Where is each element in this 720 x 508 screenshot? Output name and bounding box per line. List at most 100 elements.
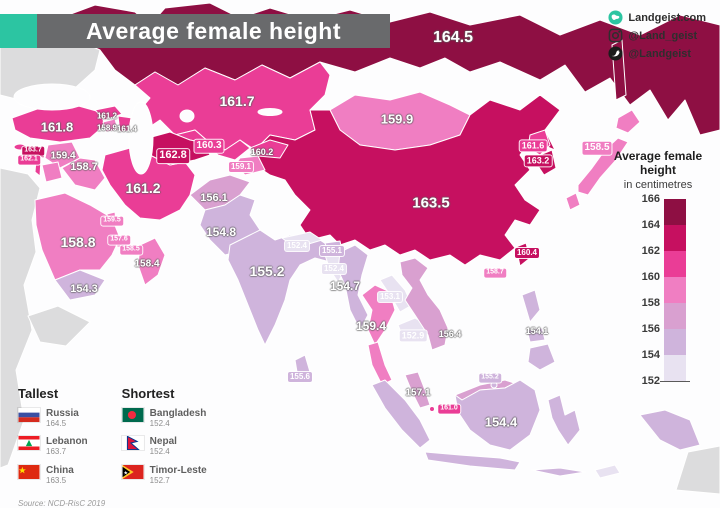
- legend-band-160-162: [664, 250, 686, 277]
- globe-icon: [608, 10, 623, 25]
- bangladesh-flag-icon: [122, 408, 144, 422]
- instagram-label[interactable]: @Land_geist: [628, 29, 698, 42]
- legend-scale: 166 164 162 160 158 156 154 152: [602, 193, 714, 387]
- legend-tick-164: 164: [641, 218, 660, 231]
- page-title: Average female height: [85, 17, 342, 44]
- social-links: Landgeist.com @Land_geist @Landgeist: [608, 10, 706, 61]
- country-bhutan: [324, 240, 343, 253]
- china-flag-icon: [18, 464, 40, 479]
- country-armenia: [102, 118, 119, 133]
- country-indonesia-kalimantan: [454, 379, 541, 451]
- country-kyrgyzstan: [249, 139, 289, 159]
- country-singapore: [429, 406, 435, 412]
- country-name: Timor-Leste: [149, 464, 207, 476]
- country-japan-kyushu: [565, 192, 581, 211]
- country-indonesia-java: [424, 451, 521, 471]
- aral-sea: [179, 109, 195, 123]
- legend-color-bar: [664, 198, 686, 381]
- country-philippines-mindanao: [527, 343, 556, 371]
- nepal-flag-icon: [122, 436, 144, 451]
- legend-band-158-160: [664, 276, 686, 303]
- caspian-sea: [128, 101, 154, 175]
- title-bar: Average female height: [0, 14, 390, 48]
- country-indonesia-papua: [639, 409, 701, 451]
- country-qatar: [115, 235, 123, 248]
- country-indonesia-sumatra: [371, 379, 431, 449]
- country-japan-honshu: [577, 137, 629, 196]
- tallest-list: Tallest Russia 164.5 Lebanon 163.7 China 163.…: [18, 386, 88, 493]
- legend-band-152-154: [664, 354, 686, 381]
- source-note: Source: NCD-RisC 2019: [18, 499, 106, 508]
- country-value: 152.7: [149, 475, 170, 485]
- legend-tick-160: 160: [641, 270, 660, 283]
- website-row[interactable]: Landgeist.com: [608, 10, 706, 25]
- country-name: Bangladesh: [149, 408, 207, 419]
- legend-title-line2: height: [640, 162, 676, 177]
- legend-band-154-156: [664, 328, 686, 355]
- land-africa: [0, 167, 41, 469]
- country-iraq: [61, 157, 106, 191]
- tallest-entry-china: China 163.5: [18, 464, 88, 486]
- country-saudi-arabia: [34, 192, 121, 281]
- legend-tick-156: 156: [641, 322, 660, 335]
- country-thailand-peninsula: [367, 341, 393, 386]
- country-yemen: [54, 269, 106, 301]
- legend-tick-154: 154: [641, 348, 660, 361]
- shortest-entry-timor-leste: Timor-Leste 152.7: [122, 464, 207, 486]
- land-horn-of-africa: [27, 305, 91, 347]
- legend-subtitle: in centimetres: [623, 178, 693, 191]
- legend-band-162-164: [664, 224, 686, 251]
- country-value: 163.7: [46, 447, 67, 457]
- map-canvas: 164.5 161.7 159.9 163.5 161.8 161.2 158.9 161.4…: [0, 3, 720, 508]
- asia-map: [0, 3, 720, 494]
- country-kuwait: [106, 211, 117, 222]
- legend-tick-162: 162: [641, 244, 660, 257]
- twitter-icon: [608, 46, 623, 61]
- country-vietnam: [399, 257, 449, 351]
- country-value: 163.5: [46, 475, 67, 485]
- legend-tick-166: 166: [641, 192, 660, 205]
- shortest-entry-bangladesh: Bangladesh 152.4: [122, 408, 207, 429]
- country-value: 152.4: [149, 419, 170, 428]
- country-japan-hokkaido: [615, 109, 641, 134]
- legend-band-156-158: [664, 302, 686, 329]
- country-indonesia-lesser-sunda: [531, 467, 586, 477]
- extremes-panel: Tallest Russia 164.5 Lebanon 163.7 China 163.…: [18, 386, 248, 508]
- timor-leste-flag-icon: [122, 464, 144, 479]
- country-cyprus: [13, 143, 27, 151]
- country-malaysia-peninsula: [404, 371, 431, 409]
- twitter-label[interactable]: @Landgeist: [628, 47, 692, 60]
- land-new-guinea: [675, 445, 720, 494]
- legend-band-164-166: [664, 198, 686, 225]
- title-background: Average female height: [37, 14, 390, 48]
- instagram-icon: [608, 28, 623, 43]
- twitter-row[interactable]: @Landgeist: [608, 46, 706, 61]
- country-timor-leste: [594, 464, 621, 479]
- country-name: Russia: [46, 408, 79, 419]
- shortest-title: Shortest: [121, 386, 175, 401]
- country-brunei: [490, 381, 498, 389]
- instagram-row[interactable]: @Land_geist: [608, 28, 706, 43]
- country-philippines-luzon: [521, 289, 541, 323]
- country-indonesia-sulawesi: [547, 394, 581, 446]
- shortest-list: Shortest Bangladesh 152.4 Nepal 152.4 Timor-…: [122, 386, 207, 493]
- tallest-title: Tallest: [18, 386, 59, 401]
- legend-title-line1: Average female: [613, 149, 703, 163]
- shortest-entry-nepal: Nepal 152.4: [122, 436, 207, 457]
- country-name: China: [46, 464, 74, 476]
- country-jordan: [41, 161, 63, 183]
- country-name: Lebanon: [46, 436, 88, 448]
- country-oman: [137, 237, 166, 286]
- russia-flag-icon: [18, 408, 40, 422]
- black-sea: [13, 83, 91, 111]
- country-value: 164.5: [46, 419, 67, 428]
- lebanon-flag-icon: [18, 436, 40, 451]
- country-georgia: [94, 105, 123, 121]
- title-accent-block: [0, 14, 37, 48]
- lake-balkhash: [257, 108, 283, 116]
- website-label[interactable]: Landgeist.com: [628, 11, 706, 24]
- legend-baseline-dash: [660, 380, 690, 382]
- tallest-entry-lebanon: Lebanon 163.7: [18, 436, 88, 457]
- tallest-entry-russia: Russia 164.5: [18, 408, 88, 429]
- country-philippines-visayas: [526, 327, 546, 343]
